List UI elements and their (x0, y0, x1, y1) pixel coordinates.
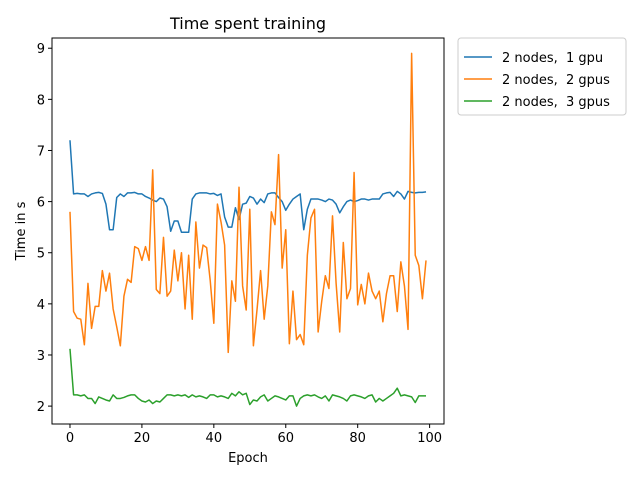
series-line-3 (69, 348, 427, 407)
x-axis-label: Epoch (228, 451, 268, 466)
x-tick-label: 80 (349, 431, 366, 446)
y-tick-label: 9 (37, 42, 45, 57)
y-tick-label: 4 (37, 298, 45, 313)
y-tick-label: 2 (37, 400, 45, 415)
y-tick-label: 5 (37, 247, 45, 262)
plot-frame (51, 37, 445, 425)
legend: 2 nodes, 1 gpu 2 nodes, 2 gpus 2 nodes, 3 … (457, 37, 627, 116)
y-tick-label: 6 (37, 196, 45, 211)
x-tick-label: 40 (206, 431, 223, 446)
x-axis-ticks: 0 20 40 60 80 100 (66, 424, 442, 446)
y-tick-label: 8 (37, 93, 45, 108)
plot-lines (69, 52, 427, 407)
series-line-1 (69, 140, 427, 234)
series-line-2 (69, 52, 427, 354)
legend-label-2: 2 nodes, 2 gpus (502, 73, 610, 88)
x-tick-label: 60 (277, 431, 294, 446)
legend-label-1: 2 nodes, 1 gpu (502, 51, 603, 66)
y-axis-label: Time in s (14, 201, 29, 261)
x-tick-label: 0 (66, 431, 74, 446)
chart-title: Time spent training (169, 14, 326, 33)
legend-label-3: 2 nodes, 3 gpus (502, 95, 610, 110)
y-tick-label: 3 (37, 349, 45, 364)
y-tick-label: 7 (37, 144, 45, 159)
x-tick-label: 100 (417, 431, 442, 446)
legend-box (457, 37, 627, 116)
x-tick-label: 20 (134, 431, 151, 446)
y-axis-ticks: 2 3 4 5 6 7 8 9 (37, 42, 52, 415)
